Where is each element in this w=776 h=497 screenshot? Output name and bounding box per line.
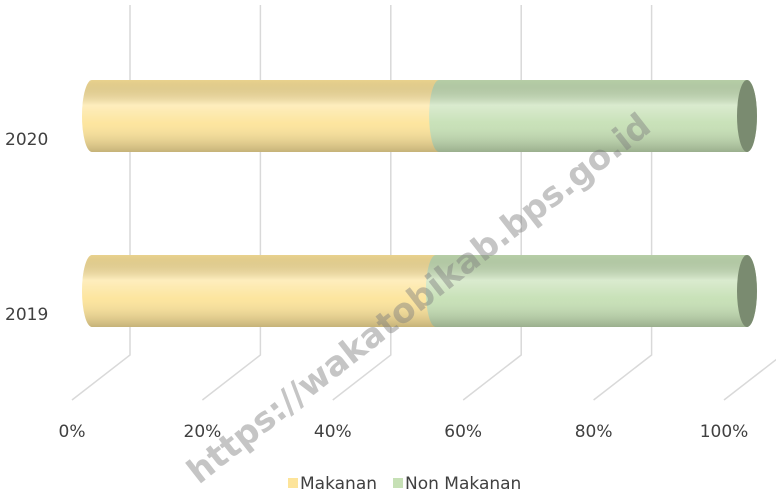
legend-label: Makanan — [300, 474, 377, 494]
bar-shade — [429, 80, 757, 152]
bar-shade — [82, 80, 450, 152]
x-tick-label: 20% — [184, 422, 222, 442]
x-tick-label: 60% — [444, 422, 482, 442]
bar-end-cap — [737, 255, 757, 327]
bars — [82, 80, 757, 327]
grid-line — [201, 5, 262, 401]
grid-line — [593, 5, 653, 401]
x-tick-label: 40% — [314, 422, 352, 442]
x-tick-label: 0% — [59, 422, 86, 442]
y-tick-label: 2020 — [5, 130, 48, 150]
legend-swatch — [393, 478, 404, 488]
bar-end-cap — [737, 80, 757, 152]
grid-line — [71, 5, 131, 401]
legend-label: Non Makanan — [405, 474, 521, 494]
x-tick-label: 80% — [575, 422, 613, 442]
bar-shade — [82, 255, 446, 327]
bar-end-shade — [737, 80, 757, 152]
grid-line — [723, 358, 776, 401]
grid — [71, 5, 776, 401]
x-tick-label: 100% — [700, 422, 749, 442]
y-tick-label: 2019 — [5, 305, 48, 325]
bar-end-shade — [737, 255, 757, 327]
bar-shade — [425, 255, 757, 327]
legend-swatch — [288, 478, 298, 488]
